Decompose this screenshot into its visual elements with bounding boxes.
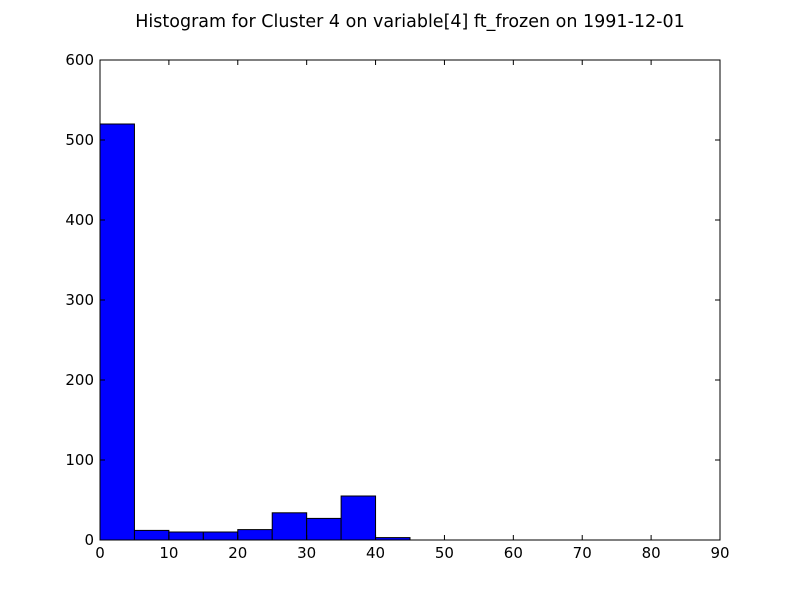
x-tick-label: 60: [504, 544, 523, 562]
y-tick-label: 600: [65, 51, 94, 69]
x-tick-label: 70: [573, 544, 592, 562]
histogram-bar-3: [202, 531, 239, 541]
ticks-group: [99, 59, 721, 541]
histogram-bar-4: [237, 529, 273, 541]
x-tick-label: 10: [159, 544, 178, 562]
x-tick-label: 40: [366, 544, 385, 562]
chart-title: Histogram for Cluster 4 on variable[4] f…: [135, 12, 685, 32]
histogram-bar-7: [340, 495, 377, 541]
x-tick-label: 80: [642, 544, 661, 562]
y-tick-label: 100: [65, 451, 94, 469]
histogram-bar-2: [168, 531, 204, 541]
histogram-bar-0: [99, 123, 135, 541]
bars-group: [99, 123, 411, 541]
x-tick-label: 90: [710, 544, 729, 562]
x-tick-label: 0: [95, 544, 105, 562]
histogram-bar-6: [306, 517, 342, 541]
y-tick-label: 400: [65, 211, 94, 229]
axes-frame: [99, 59, 721, 541]
histogram-bar-1: [133, 529, 170, 541]
tick-labels-group: 0 10 20 30 40 50 60 70 80 90 0 100 200 300 400 500 600: [65, 51, 729, 562]
x-tick-label: 20: [228, 544, 247, 562]
y-tick-label: 200: [65, 371, 94, 389]
x-tick-label: 30: [297, 544, 316, 562]
histogram-bar-5: [271, 512, 308, 541]
y-tick-label: 300: [65, 291, 94, 309]
y-tick-label: 0: [84, 531, 94, 549]
y-tick-label: 500: [65, 131, 94, 149]
x-tick-label: 50: [435, 544, 454, 562]
